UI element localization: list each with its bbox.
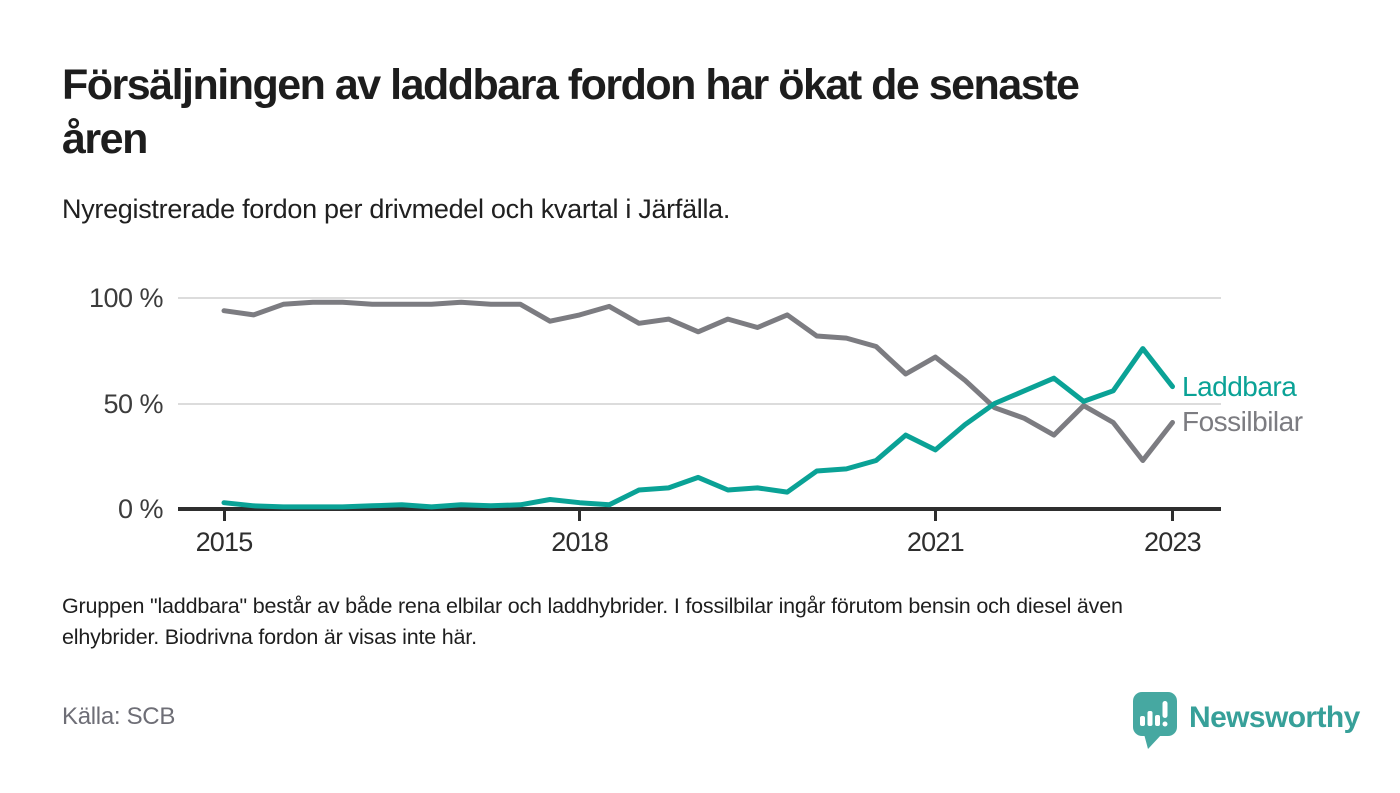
series-label-laddbara: Laddbara	[1182, 370, 1297, 402]
line-series-laddbara	[221, 346, 1175, 510]
x-axis-tick-2018	[578, 511, 582, 521]
footnote: Gruppen "laddbara" består av både rena e…	[62, 591, 1123, 653]
y-axis-label-0: 0 %	[117, 494, 164, 524]
x-axis-label-2021: 2021	[906, 527, 965, 557]
chart-title-line1: Försäljningen av laddbara fordon har öka…	[62, 61, 1080, 109]
newsworthy-logo-icon	[1133, 692, 1177, 749]
source-credit: Källa: SCB	[62, 703, 176, 730]
footnote-line2: elhybrider. Biodrivna fordon är visas in…	[62, 625, 477, 649]
y-axis-label-50: 50 %	[103, 388, 163, 419]
x-axis-label-2018: 2018	[551, 527, 609, 557]
x-axis-line	[178, 507, 1221, 511]
x-axis-tick-2023	[1170, 511, 1174, 521]
gridline-100	[178, 297, 1221, 299]
chart-title: Försäljningen av laddbara fordon har öka…	[62, 58, 1080, 166]
footnote-line1: Gruppen "laddbara" består av både rena e…	[62, 594, 1123, 618]
x-axis-tick-2015	[222, 511, 226, 521]
x-axis-tick-2021	[933, 511, 937, 521]
chart-title-line2: åren	[62, 115, 148, 163]
brand-lockup: Newsworthy	[1129, 690, 1360, 752]
y-axis-label-100: 100 %	[88, 283, 164, 313]
brand-name: Newsworthy	[1189, 701, 1360, 734]
gridline-50	[178, 402, 1221, 405]
x-axis-label-2023: 2023	[1144, 527, 1202, 557]
chart-subtitle: Nyregistrerade fordon per drivmedel och …	[62, 194, 731, 224]
x-axis-label-2015: 2015	[195, 527, 254, 557]
series-label-fossilbilar: Fossilbilar	[1182, 406, 1303, 438]
line-series-fossilbilar	[221, 299, 1175, 463]
